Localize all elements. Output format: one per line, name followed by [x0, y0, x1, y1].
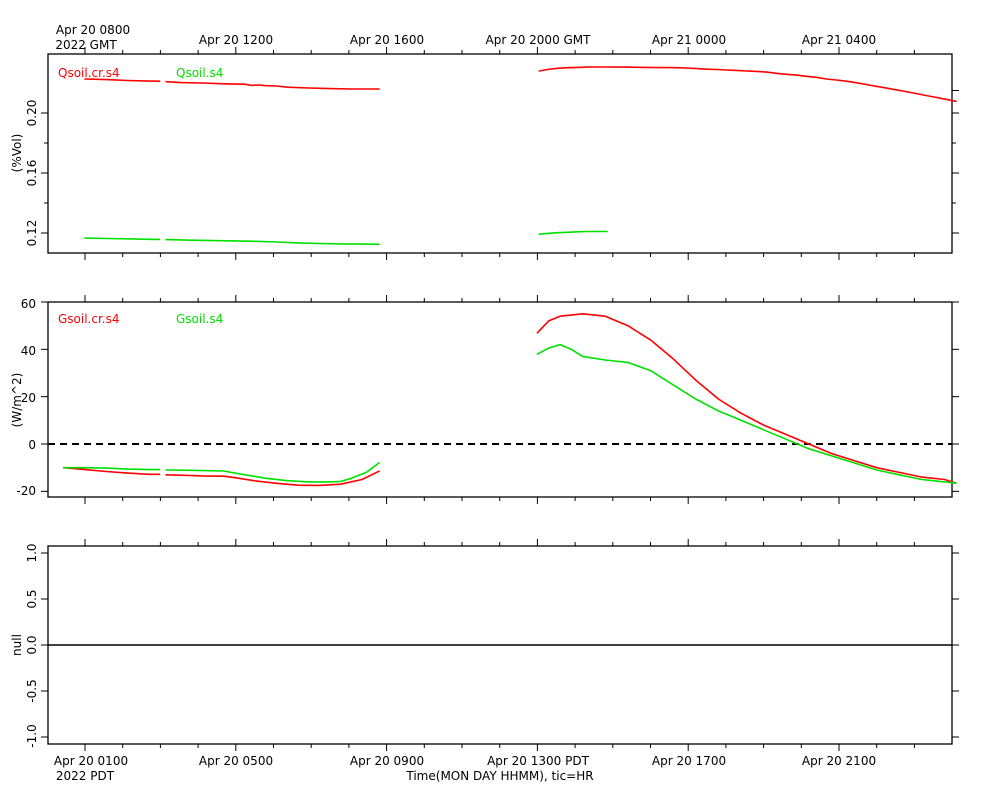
y-tick-label: 60: [21, 297, 36, 311]
series-line-qsoil-s4: [538, 230, 608, 235]
top-axis-first-line2: 2022 GMT: [55, 38, 117, 52]
y-axis-title-0: (%Vol): [10, 134, 24, 173]
series-layer: [62, 66, 957, 487]
bottom-axis-first-line2: 2022 PDT: [56, 769, 115, 783]
axis-ticks: [41, 47, 959, 751]
series-line-gsoil-s4: [62, 466, 161, 471]
series-line-qsoil-s4: [165, 238, 380, 246]
legend-qsoil-cr-s4: Qsoil.cr.s4: [58, 66, 120, 80]
panel-frame-1: [47, 301, 953, 498]
series-line-gsoil-cr-s4: [165, 470, 380, 487]
top-axis-label: Apr 20 1200: [199, 33, 273, 47]
legend-gsoil-s4: Gsoil.s4: [176, 312, 223, 326]
y-tick-label: 0.20: [25, 100, 39, 127]
series-line-gsoil-cr-s4: [536, 312, 957, 484]
series-line-qsoil-cr-s4: [538, 66, 957, 103]
y-tick-label: 0: [28, 438, 36, 452]
y-tick-label: 1.0: [25, 543, 39, 562]
y-tick-label: 40: [21, 344, 36, 358]
top-axis-label: Apr 21 0000: [652, 33, 726, 47]
y-tick-label: -0.5: [25, 679, 39, 702]
legend-gsoil-cr-s4: Gsoil.cr.s4: [58, 312, 120, 326]
top-axis-label: Apr 20 1600: [350, 33, 424, 47]
bottom-axis-label: Apr 20 0500: [199, 754, 273, 768]
bottom-axis-label: Apr 20 1700: [652, 754, 726, 768]
y-tick-label: 20: [21, 391, 36, 405]
top-axis-first-line1: Apr 20 0800: [56, 23, 130, 37]
y-tick-label: 0.0: [25, 635, 39, 654]
bottom-axis-label: Apr 20 1300 PDT: [487, 754, 589, 768]
y-axis-title-2: null: [10, 634, 24, 656]
bottom-axis-label: Apr 20 0900: [350, 754, 424, 768]
y-axis-title-1: (W/m^2): [10, 373, 24, 428]
bottom-axis-first-line1: Apr 20 0100: [54, 754, 128, 768]
y-tick-label: -20: [16, 484, 36, 498]
x-axis-title: Time(MON DAY HHMM), tic=HR: [405, 769, 593, 783]
series-line-gsoil-s4: [165, 462, 380, 483]
y-tick-label: 0.5: [25, 589, 39, 608]
series-line-gsoil-s4: [536, 343, 957, 484]
legend-qsoil-s4: Qsoil.s4: [176, 66, 223, 80]
top-axis-label: Apr 20 2000 GMT: [486, 33, 592, 47]
y-tick-label: 0.16: [25, 160, 39, 187]
series-line-gsoil-cr-s4: [62, 466, 161, 476]
panel-frame-0: [47, 53, 953, 254]
series-line-qsoil-s4: [84, 237, 161, 241]
y-tick-label: -1.0: [25, 724, 39, 747]
series-line-qsoil-cr-s4: [84, 78, 161, 82]
y-tick-label: 0.12: [25, 220, 39, 247]
top-axis-label: Apr 21 0400: [802, 33, 876, 47]
bottom-axis-label: Apr 20 2100: [802, 754, 876, 768]
series-line-qsoil-cr-s4: [165, 80, 380, 90]
